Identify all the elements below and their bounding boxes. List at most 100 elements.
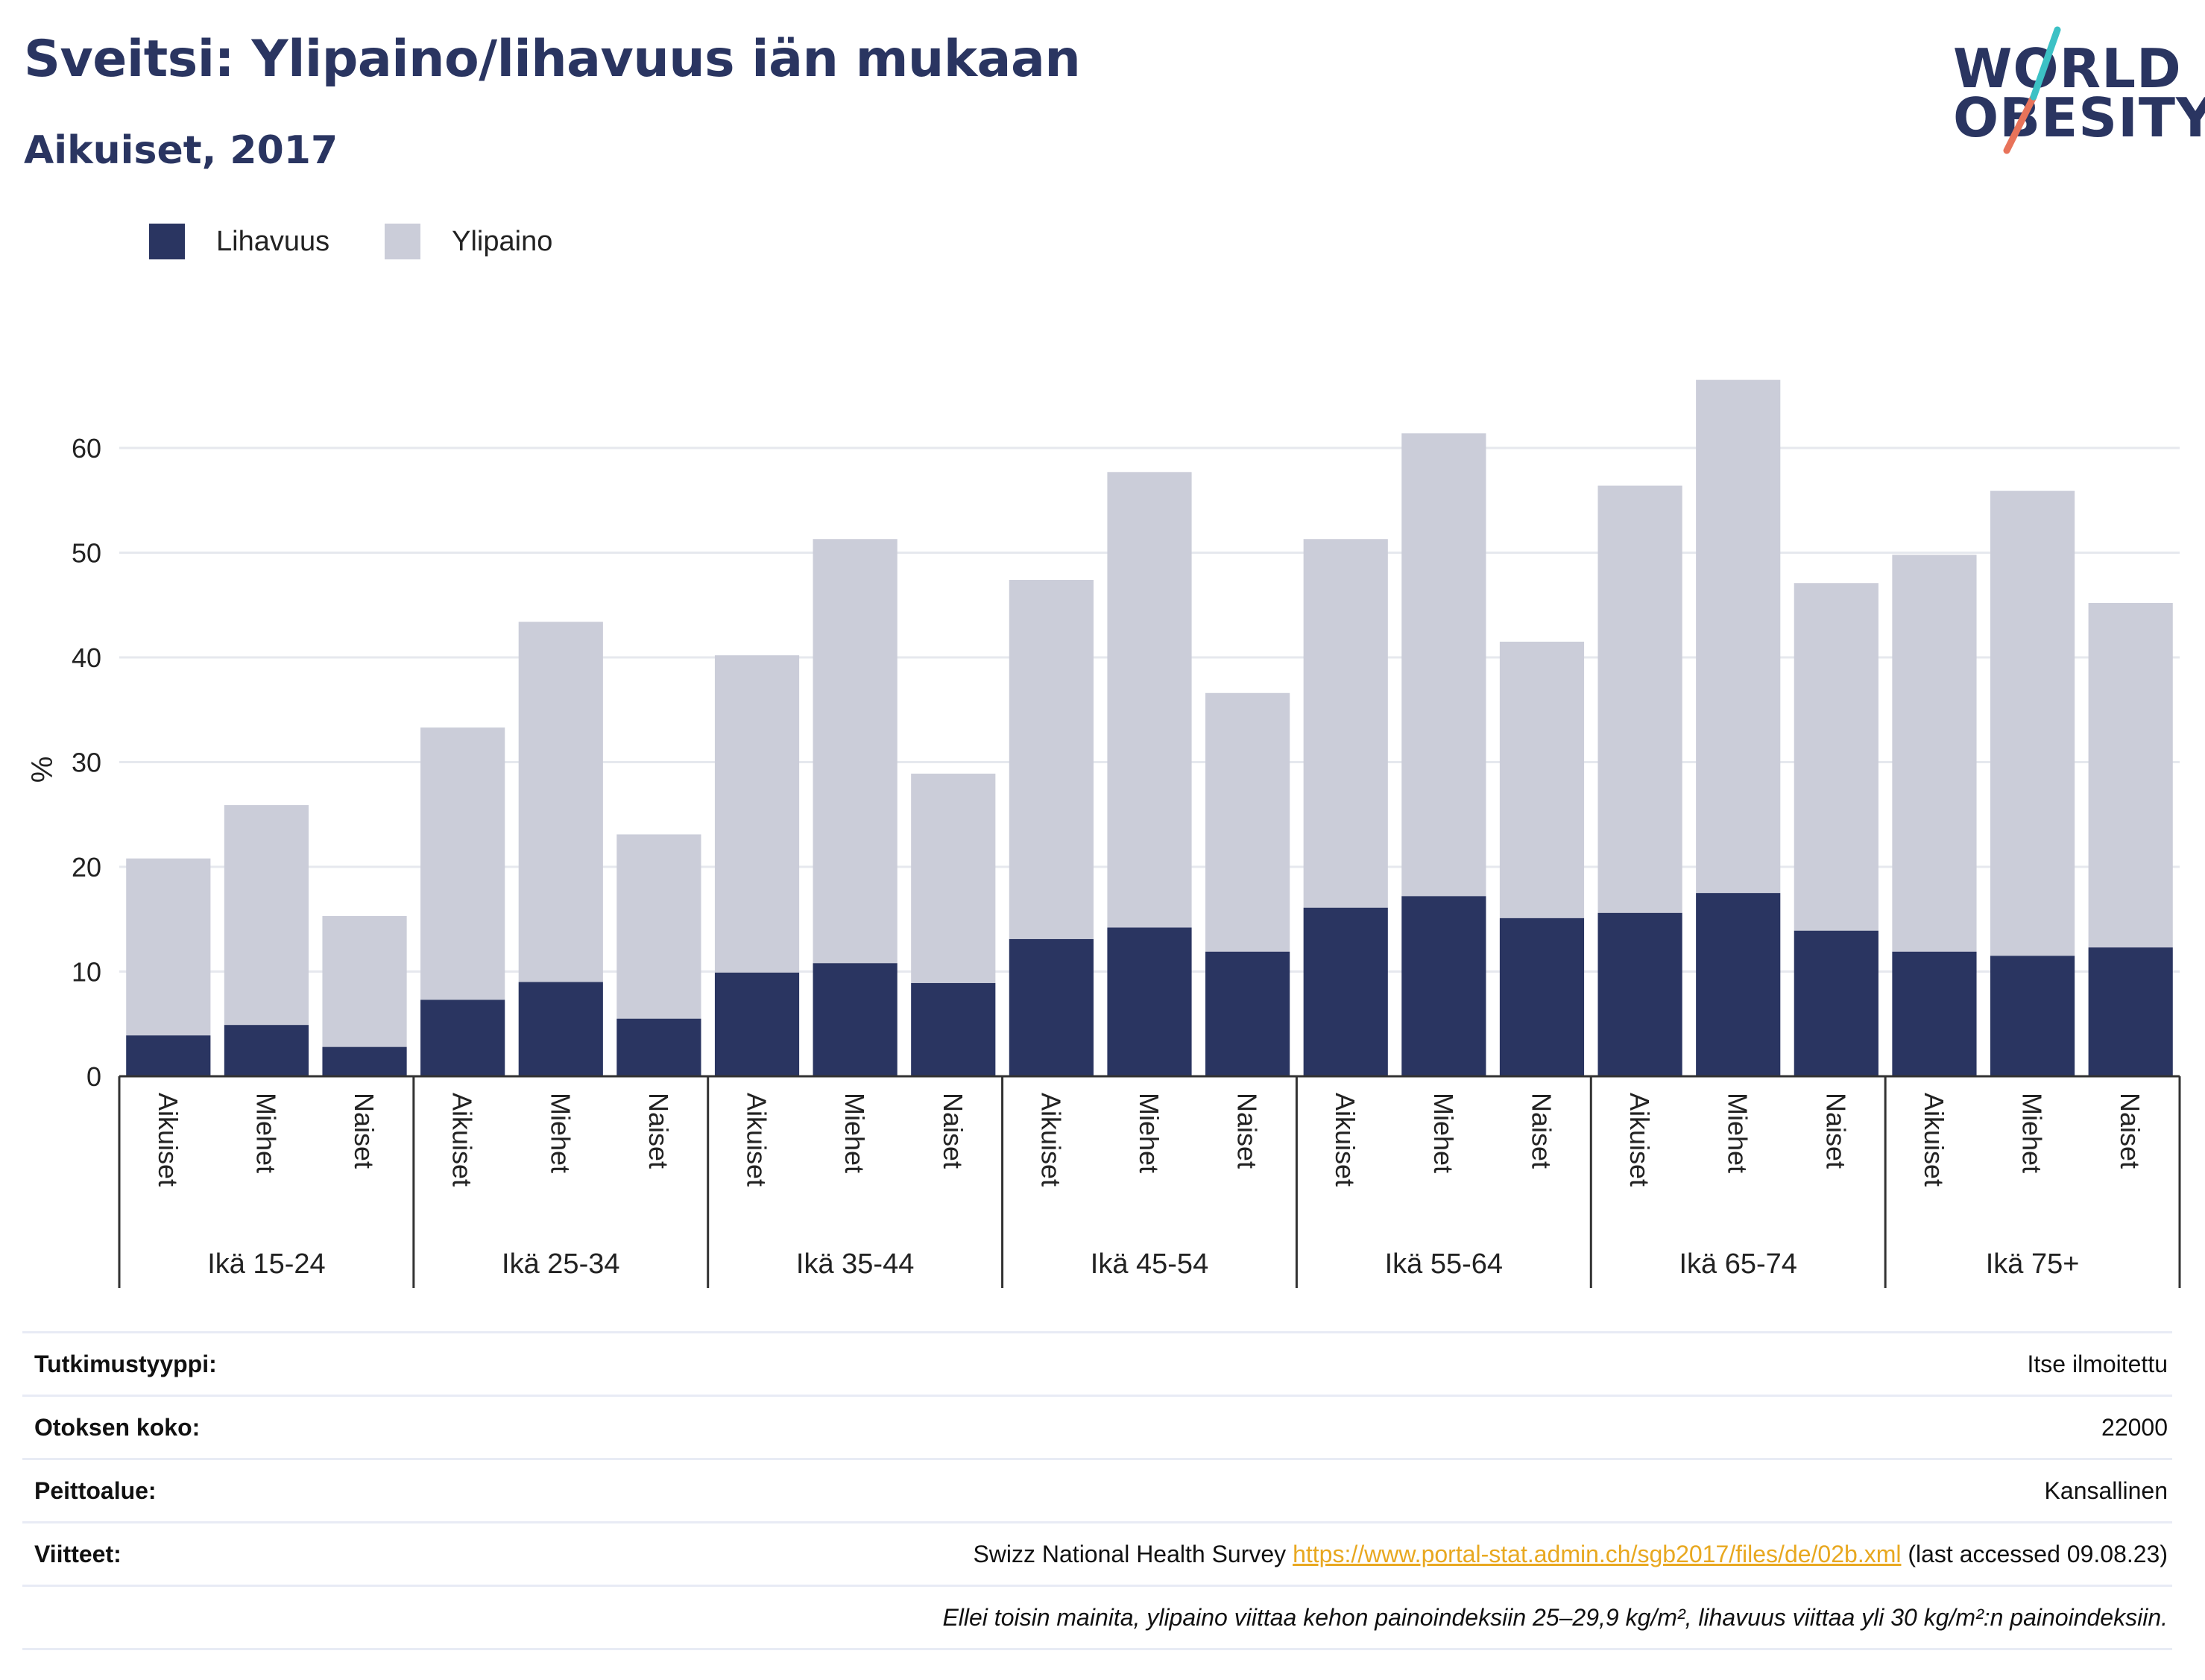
- metadata-table: Tutkimustyyppi: Itse ilmoitettu Otoksen …: [22, 1331, 2172, 1650]
- bar-overweight: [224, 805, 309, 1026]
- meta-row-references: Viitteet: Swizz National Health Survey h…: [22, 1521, 2172, 1585]
- bar-obesity: [714, 972, 800, 1076]
- bar-overweight: [911, 773, 996, 983]
- logo-line2: OBESITY: [1953, 86, 2205, 149]
- meta-value: 22000: [2101, 1413, 2168, 1441]
- bar-obesity: [322, 1046, 407, 1076]
- meta-key: Viitteet:: [34, 1540, 122, 1567]
- x-tick-label: Miehet: [839, 1093, 870, 1173]
- chart-subtitle: Aikuiset, 2017: [24, 128, 338, 173]
- bar-overweight: [126, 858, 211, 1036]
- x-tick-label: Naiset: [349, 1093, 379, 1169]
- bar-obesity: [518, 982, 603, 1076]
- bar-overweight: [1107, 472, 1192, 928]
- meta-value-reference: Swizz National Health Survey https://www…: [973, 1541, 2172, 1568]
- meta-key: Peittoalue:: [34, 1477, 157, 1504]
- x-tick-label: Miehet: [2017, 1093, 2048, 1173]
- meta-key: Otoksen koko:: [34, 1413, 201, 1441]
- bar-overweight: [2088, 602, 2173, 948]
- reference-accessed: (last accessed 09.08.23): [1901, 1540, 2168, 1567]
- bar-overweight: [616, 834, 701, 1019]
- x-tick-label: Aikuiset: [1330, 1093, 1360, 1187]
- bar-overweight: [1499, 641, 1585, 918]
- y-tick-label: 0: [86, 1061, 101, 1092]
- group-label: Ikä 75+: [1986, 1248, 2080, 1280]
- bar-obesity: [420, 1000, 505, 1076]
- bar-overweight: [1597, 485, 1682, 913]
- chart-title: Sveitsi: Ylipaino/lihavuus iän mukaan: [24, 30, 1081, 89]
- bar-obesity: [1990, 956, 2075, 1076]
- meta-value: Kansallinen: [2044, 1477, 2168, 1504]
- group-label: Ikä 45-54: [1091, 1248, 1208, 1280]
- x-tick-label: Naiset: [1232, 1093, 1263, 1169]
- legend-item-obesity: Lihavuus: [149, 224, 329, 259]
- legend-swatch-overweight: [385, 224, 421, 259]
- meta-row-sample-size: Otoksen koko: 22000: [22, 1395, 2172, 1458]
- x-tick-label: Miehet: [1723, 1093, 1753, 1173]
- meta-row-footnote: Ellei toisin mainita, ylipaino viittaa k…: [22, 1585, 2172, 1650]
- x-tick-label: Miehet: [1134, 1093, 1164, 1173]
- legend-label-overweight: Ylipaino: [452, 225, 553, 257]
- bar-obesity: [1107, 927, 1192, 1076]
- y-tick-label: 30: [72, 748, 101, 778]
- group-label: Ikä 15-24: [207, 1248, 325, 1280]
- chart-legend: Lihavuus Ylipaino: [149, 221, 608, 262]
- footnote: Ellei toisin mainita, ylipaino viittaa k…: [942, 1603, 2168, 1631]
- x-tick-label: Aikuiset: [1919, 1093, 1949, 1187]
- y-tick-label: 20: [72, 852, 101, 882]
- group-label: Ikä 25-34: [502, 1248, 619, 1280]
- x-tick-label: Aikuiset: [153, 1093, 183, 1187]
- bar-overweight: [1205, 692, 1290, 952]
- legend-label-obesity: Lihavuus: [216, 225, 330, 257]
- bar-overweight: [1303, 539, 1388, 908]
- legend-swatch-obesity: [149, 224, 185, 259]
- x-tick-label: Aikuiset: [447, 1093, 478, 1187]
- bar-obesity: [1401, 896, 1486, 1076]
- bar-obesity: [1696, 893, 1781, 1076]
- bar-obesity: [1303, 907, 1388, 1076]
- bar-obesity: [126, 1035, 211, 1076]
- group-label: Ikä 65-74: [1679, 1248, 1797, 1280]
- x-tick-label: Aikuiset: [1035, 1093, 1066, 1187]
- stacked-bar-chart: 0 10 20 30 40 50 60% Aikuiset Miehet Naiset Aikuis…: [26, 379, 2181, 1288]
- logo-line1: WORLD: [1953, 37, 2182, 100]
- bar-obesity: [911, 982, 996, 1076]
- x-tick-label: Naiset: [643, 1093, 674, 1169]
- bar-overweight: [1401, 433, 1486, 897]
- bar-obesity: [1597, 912, 1682, 1076]
- bar-overweight: [420, 727, 505, 1000]
- meta-row-study-type: Tutkimustyyppi: Itse ilmoitettu: [22, 1331, 2172, 1395]
- y-tick-label: 50: [72, 538, 101, 569]
- group-label: Ikä 55-64: [1385, 1248, 1503, 1280]
- x-tick-label: Aikuiset: [1624, 1093, 1655, 1187]
- world-obesity-logo: WORLD OBESITY: [1938, 22, 2205, 157]
- x-tick-label: Miehet: [1428, 1093, 1459, 1173]
- meta-key: Tutkimustyyppi:: [34, 1350, 217, 1377]
- bar-overweight: [1009, 580, 1094, 939]
- x-tick-label: Miehet: [545, 1093, 575, 1173]
- x-tick-label: Naiset: [2115, 1093, 2145, 1169]
- bar-obesity: [616, 1018, 701, 1076]
- bar-overweight: [322, 916, 407, 1047]
- meta-row-coverage: Peittoalue: Kansallinen: [22, 1458, 2172, 1521]
- x-tick-label: Naiset: [938, 1093, 968, 1169]
- bar-overweight: [1892, 555, 1977, 952]
- bar-obesity: [1499, 918, 1585, 1076]
- y-axis-label: %: [26, 757, 59, 783]
- y-tick-label: 10: [72, 957, 101, 988]
- reference-link[interactable]: https://www.portal-stat.admin.ch/sgb2017…: [1293, 1540, 1902, 1567]
- bar-obesity: [1892, 951, 1977, 1076]
- bar-overweight: [1794, 583, 1878, 931]
- bar-overweight: [1990, 490, 2075, 956]
- bar-overweight: [518, 622, 603, 982]
- bar-overweight: [714, 655, 800, 973]
- logo-slash-icon: [2003, 26, 2061, 154]
- y-tick-label: 40: [72, 642, 101, 673]
- group-label: Ikä 35-44: [796, 1248, 914, 1280]
- bar-obesity: [1794, 930, 1878, 1076]
- bar-overweight: [813, 539, 898, 964]
- y-tick-label: 60: [72, 433, 101, 464]
- bar-obesity: [1009, 938, 1094, 1076]
- meta-value: Itse ilmoitettu: [2027, 1350, 2168, 1377]
- x-tick-label: Naiset: [1820, 1093, 1851, 1169]
